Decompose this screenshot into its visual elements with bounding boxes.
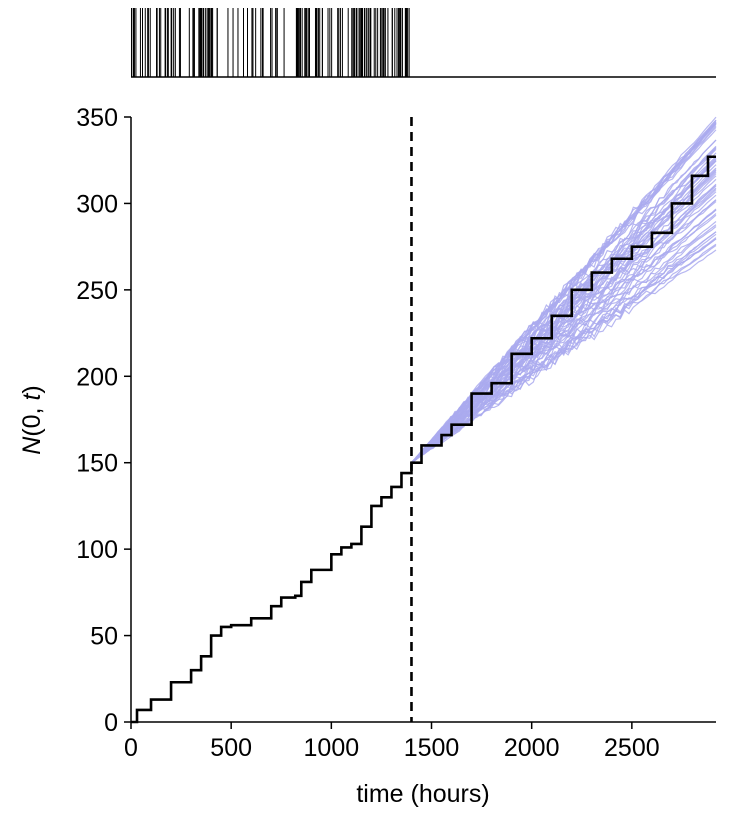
simulation-line [411,189,717,464]
simulation-line [411,123,717,464]
simulation-line [411,171,717,464]
y-tick-label: 150 [76,450,118,478]
x-tick-label: 500 [210,734,252,762]
x-ticks: 0 500 1000 1500 2000 2500 [124,722,660,762]
simulation-line [411,199,717,464]
x-tick-label: 1000 [304,734,360,762]
y-tick-label: 250 [76,277,118,305]
y-tick-label: 200 [76,363,118,391]
y-tick-label: 350 [76,104,118,132]
event-raster-panel [131,8,716,78]
simulation-line [411,238,717,464]
y-tick-label: 50 [90,623,118,651]
y-ticks: 0 50 100 150 200 250 300 350 [76,104,131,737]
x-tick-label: 2500 [604,734,660,762]
y-tick-label: 300 [76,190,118,218]
main-plot-panel: 0 500 1000 1500 2000 2500 0 50 100 150 200 250 300 3… [18,104,717,808]
x-tick-label: 0 [124,734,138,762]
raster-events [131,8,410,77]
simulation-line [411,178,717,464]
y-axis-label: N(0, t) [18,385,46,454]
observed-count-line [131,155,716,724]
x-tick-label: 1500 [404,734,460,762]
x-axis-label: time (hours) [356,780,489,808]
simulation-line [411,160,717,464]
x-tick-label: 2000 [504,734,560,762]
simulation-line [411,116,717,464]
y-tick-label: 100 [76,536,118,564]
simulation-lines [411,116,717,464]
y-tick-label: 0 [104,709,118,737]
